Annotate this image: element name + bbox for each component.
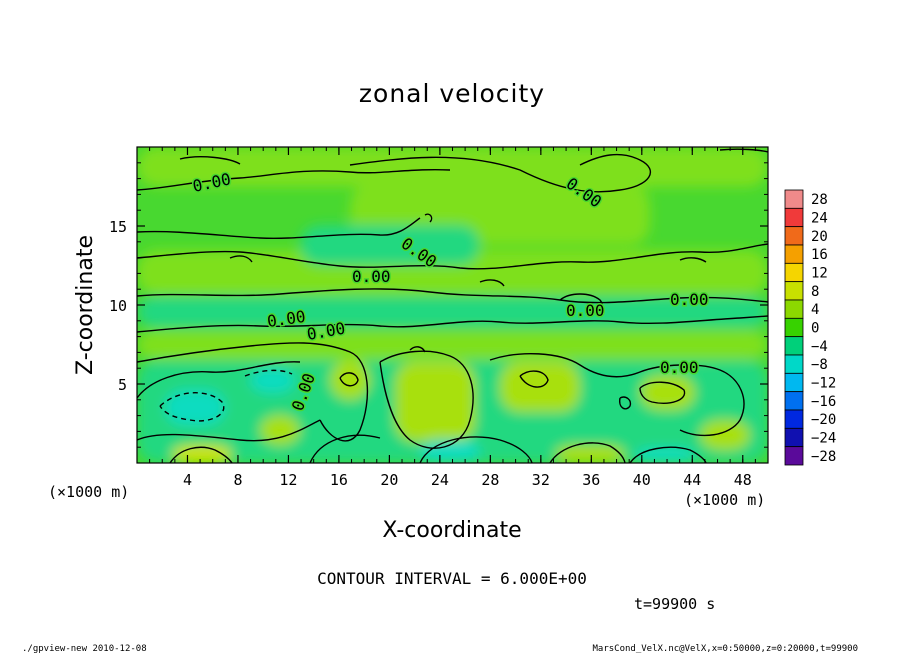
colorbar-label: 28 xyxy=(811,192,828,208)
field-patch xyxy=(635,448,695,463)
x-tick-label: 40 xyxy=(633,471,651,489)
colorbar-label: 16 xyxy=(811,247,828,263)
colorbar-label: 24 xyxy=(811,211,828,227)
colorbar-swatch xyxy=(784,391,804,411)
colorbar-label: −12 xyxy=(811,376,836,392)
x-unit-label-left: (×1000 m) xyxy=(48,483,129,501)
colorbar-swatch xyxy=(784,427,804,448)
x-tick-label: 44 xyxy=(683,471,701,489)
field-patch xyxy=(700,420,750,450)
field-patch xyxy=(165,390,225,425)
contour-label: 0.00 xyxy=(660,358,699,377)
field-patch xyxy=(395,362,475,442)
x-tick-label: 28 xyxy=(481,471,499,489)
field-patch xyxy=(330,360,370,400)
x-unit-label-right: (×1000 m) xyxy=(684,491,765,509)
contour-interval-text: CONTOUR INTERVAL = 6.000E+00 xyxy=(317,569,587,588)
footer-left: ./gpview-new 2010-12-08 xyxy=(22,644,147,654)
colorbar-swatch xyxy=(784,226,804,246)
y-tick-label: 5 xyxy=(118,376,127,394)
colorbar-swatch xyxy=(784,446,804,466)
colorbar-label: −20 xyxy=(811,412,836,428)
x-tick-label: 20 xyxy=(380,471,398,489)
x-tick-label: 12 xyxy=(279,471,297,489)
colorbar-swatch xyxy=(784,317,804,338)
contour-label: 0.00 xyxy=(670,290,709,309)
colorbar: 28 24 20 16 12 8 4 0 −4 −8 −12 −16 −20 −24 −28 xyxy=(784,189,836,466)
colorbar-swatch xyxy=(784,354,804,374)
colorbar-label: −24 xyxy=(811,431,836,447)
contour-label: 0.00 xyxy=(352,267,391,286)
time-label: t=99900 s xyxy=(634,595,715,613)
colorbar-label: 4 xyxy=(811,302,819,318)
colorbar-swatch xyxy=(784,281,804,301)
colorbar-label: 12 xyxy=(811,266,828,282)
colorbar-swatch xyxy=(784,336,804,356)
field-patch xyxy=(250,368,295,393)
y-tick-label: 10 xyxy=(109,297,127,315)
x-tick-label: 48 xyxy=(734,471,752,489)
x-axis: 4 8 12 16 20 24 28 32 36 40 44 48 xyxy=(149,147,756,489)
chart-title: zonal velocity xyxy=(359,79,545,108)
colorbar-swatch xyxy=(784,262,804,283)
y-axis-label: Z-coordinate xyxy=(73,235,98,375)
x-tick-label: 36 xyxy=(582,471,600,489)
contour-label: 0.00 xyxy=(566,301,605,320)
x-tick-label: 16 xyxy=(330,471,348,489)
colorbar-swatch xyxy=(784,409,804,429)
footer-right: MarsCond_VelX.nc@VelX,x=0:50000,z=0:2000… xyxy=(592,644,858,654)
field-patch xyxy=(137,147,768,187)
x-tick-label: 32 xyxy=(532,471,550,489)
colorbar-swatch xyxy=(784,189,804,209)
field-patch xyxy=(260,415,300,445)
colorbar-label: 0 xyxy=(811,321,819,337)
field-patch xyxy=(137,330,768,360)
y-tick-label: 15 xyxy=(109,218,127,236)
colorbar-label: 20 xyxy=(811,229,828,245)
field-patch xyxy=(420,440,480,463)
field-patch xyxy=(555,445,625,463)
plot-area: 0.00 0.00 0.00 0.00 0.00 0.00 0.00 0.00 … xyxy=(137,147,768,463)
colorbar-swatch xyxy=(784,207,804,228)
colorbar-label: −8 xyxy=(811,357,828,373)
contour-lines xyxy=(137,148,768,463)
colorbar-swatch xyxy=(784,244,804,264)
colorbar-label: −16 xyxy=(811,394,836,410)
field-patch xyxy=(640,375,695,410)
field-patch xyxy=(137,296,768,328)
colorbar-swatch xyxy=(784,299,804,319)
field-patches xyxy=(137,147,768,463)
colorbar-label: −4 xyxy=(811,339,828,355)
field-patch xyxy=(300,225,480,265)
colorbar-swatch xyxy=(784,372,804,393)
y-axis: 5 10 15 xyxy=(109,162,768,448)
colorbar-label: −28 xyxy=(811,449,836,465)
x-axis-label: X-coordinate xyxy=(382,518,521,543)
x-tick-label: 4 xyxy=(183,471,192,489)
x-tick-label: 8 xyxy=(233,471,242,489)
x-tick-label: 24 xyxy=(431,471,449,489)
colorbar-label: 8 xyxy=(811,284,819,300)
